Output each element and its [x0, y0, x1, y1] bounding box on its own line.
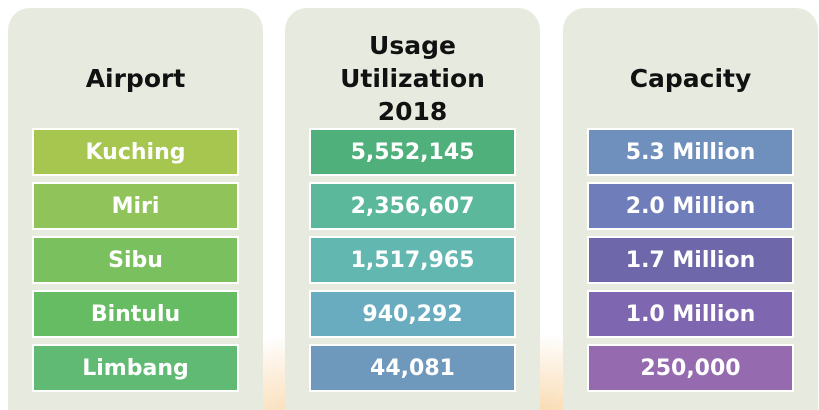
table-cell: 250,000	[587, 344, 794, 392]
column-header: Capacity	[629, 63, 752, 93]
column-panel: Capacity 5.3 Million 2.0 Million 1.7 Millio…	[563, 8, 818, 410]
column-panel: Usage Utilization 2018 5,552,145 2,356,607…	[285, 8, 540, 410]
table-cell: 2.0 Million	[587, 182, 794, 230]
table-cell: Limbang	[32, 344, 239, 392]
table-cell: Sibu	[32, 236, 239, 284]
table-cell: Bintulu	[32, 290, 239, 338]
column-panel: Airport Kuching Miri Sibu Bintulu Limbang	[8, 8, 263, 410]
column-header: Usage Utilization 2018	[340, 30, 485, 126]
table-cell: 1.7 Million	[587, 236, 794, 284]
table-cell: 1,517,965	[309, 236, 516, 284]
table-cell: 2,356,607	[309, 182, 516, 230]
column-header: Airport	[85, 63, 186, 93]
table-cell: 5.3 Million	[587, 128, 794, 176]
table-cell: 5,552,145	[309, 128, 516, 176]
table-cell: Kuching	[32, 128, 239, 176]
table-cell: 1.0 Million	[587, 290, 794, 338]
table-cell: Miri	[32, 182, 239, 230]
table-cell: 44,081	[309, 344, 516, 392]
table-cell: 940,292	[309, 290, 516, 338]
